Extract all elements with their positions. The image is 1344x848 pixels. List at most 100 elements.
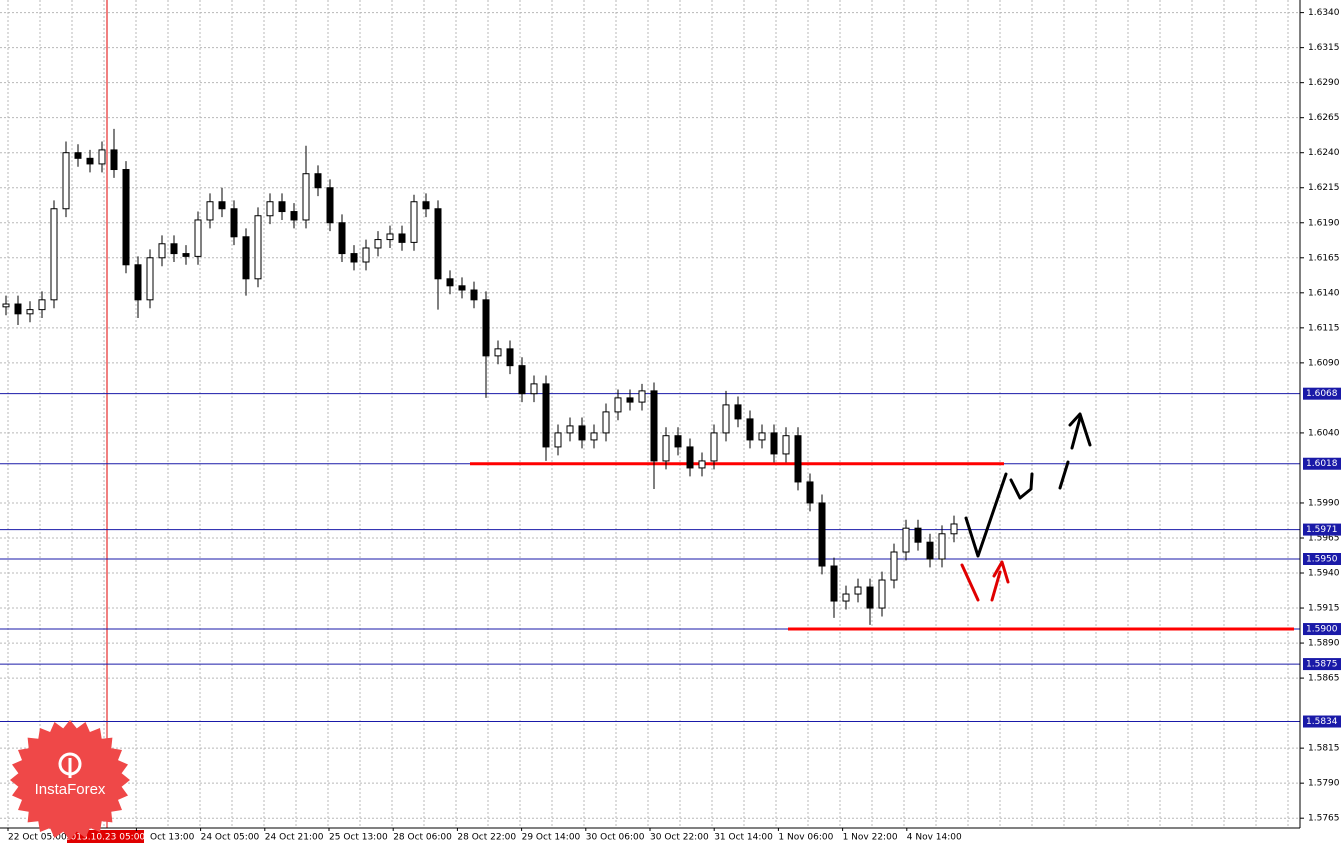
candle-body — [722, 404, 730, 434]
candle-body — [890, 551, 898, 581]
candle-body — [830, 565, 838, 602]
candle-body — [278, 201, 286, 213]
candle-body — [506, 348, 514, 367]
candle-body — [350, 253, 358, 263]
candle-body — [434, 208, 442, 280]
x-tick-label: 30 Oct 06:00 — [586, 833, 645, 843]
candle-body — [302, 173, 310, 221]
level-label: 1.5971 — [1306, 525, 1338, 535]
candle-body — [770, 432, 778, 455]
candle-body — [26, 309, 34, 315]
candle-body — [734, 404, 742, 420]
level-label-box — [1303, 658, 1341, 671]
candle-body — [482, 299, 490, 357]
candle-body — [638, 390, 646, 403]
candle-body — [134, 264, 142, 301]
candle-body — [950, 523, 958, 535]
y-tick-label: 1.6240 — [1308, 148, 1340, 158]
candle-body — [938, 533, 946, 560]
x-tick-label: 28 Oct 06:00 — [393, 833, 452, 843]
y-tick-label: 1.5790 — [1308, 779, 1340, 789]
candle-body — [458, 285, 466, 291]
level-label-box — [1303, 715, 1341, 728]
crosshair-label: 2013.10.23 05:00 — [65, 833, 146, 843]
candle-body — [326, 187, 334, 224]
x-tick-label: 1 Nov 22:00 — [843, 833, 898, 843]
x-tick-label: 24 Oct 05:00 — [201, 833, 260, 843]
price-axis — [1300, 0, 1344, 848]
level-label-box — [1303, 387, 1341, 400]
y-tick-label: 1.6115 — [1308, 323, 1340, 333]
candle-body — [374, 239, 382, 249]
candle-body — [230, 208, 238, 238]
logo: InstaForex — [10, 720, 130, 840]
candle-body — [14, 303, 22, 315]
level-label: 1.5875 — [1306, 660, 1338, 670]
candle-body — [290, 211, 298, 221]
candle-body — [866, 586, 874, 609]
y-tick-label: 1.6165 — [1308, 253, 1340, 263]
y-tick-label: 1.5990 — [1308, 498, 1340, 508]
candle-body — [446, 278, 454, 287]
candle-body — [422, 201, 430, 210]
y-tick-label: 1.6215 — [1308, 183, 1340, 193]
candle-body — [758, 432, 766, 441]
candle-body — [854, 586, 862, 595]
candle-body — [518, 365, 526, 395]
candle-body — [566, 425, 574, 434]
candle-body — [122, 169, 130, 266]
x-tick-label: 22 Oct 05:00 — [8, 833, 67, 843]
logo-icon — [58, 752, 82, 778]
candle-body — [614, 397, 622, 413]
candle-body — [590, 432, 598, 441]
y-tick-label: 1.6340 — [1308, 8, 1340, 18]
candle-body — [782, 435, 790, 455]
candle-body — [386, 233, 394, 241]
level-label: 1.5900 — [1306, 625, 1338, 635]
logo-badge — [10, 720, 130, 840]
candle-body — [38, 299, 46, 311]
candle-body — [170, 243, 178, 255]
x-tick-label: 30 Oct 22:00 — [650, 833, 709, 843]
x-tick-label: 4 Nov 14:00 — [907, 833, 962, 843]
candle-body — [686, 446, 694, 469]
logo-text: InstaForex — [35, 781, 106, 798]
x-tick-label: Oct 13:00 — [150, 833, 195, 843]
candle-body — [926, 541, 934, 560]
candle-body — [146, 257, 154, 301]
forecast-path — [964, 472, 1008, 558]
candle-body — [626, 397, 634, 403]
forecast-path — [1070, 416, 1082, 450]
candle-body — [650, 390, 658, 462]
candle-body — [74, 152, 82, 159]
candle-body — [602, 411, 610, 434]
candle-body — [86, 157, 94, 165]
y-tick-label: 1.5815 — [1308, 744, 1340, 754]
candle-body — [110, 149, 118, 171]
candle-body — [98, 149, 106, 165]
x-tick-label: 28 Oct 22:00 — [457, 833, 516, 843]
candle-body — [254, 215, 262, 280]
candle-body — [362, 247, 370, 263]
y-tick-label: 1.6140 — [1308, 288, 1340, 298]
y-tick-label: 1.6090 — [1308, 358, 1340, 368]
level-label-box — [1303, 553, 1341, 566]
level-label-box — [1303, 457, 1341, 470]
y-tick-label: 1.6265 — [1308, 113, 1340, 123]
forecast-path — [1058, 460, 1070, 490]
y-tick-label: 1.6290 — [1308, 78, 1340, 88]
forecast-arrows — [960, 412, 1092, 602]
y-tick-label: 1.5890 — [1308, 639, 1340, 649]
grid — [0, 0, 1300, 828]
candle-body — [338, 222, 346, 255]
axis-labels: 1.6340 1.6315 1.6290 1.6265 1.6240 1.6215 1.61… — [7, 8, 1341, 843]
candle-body — [2, 303, 10, 308]
candle-body — [554, 432, 562, 448]
candle-body — [662, 435, 670, 462]
candle-body — [902, 527, 910, 553]
candle-body — [182, 253, 190, 257]
y-tick-label: 1.5865 — [1308, 674, 1340, 684]
candle-body — [194, 219, 202, 257]
